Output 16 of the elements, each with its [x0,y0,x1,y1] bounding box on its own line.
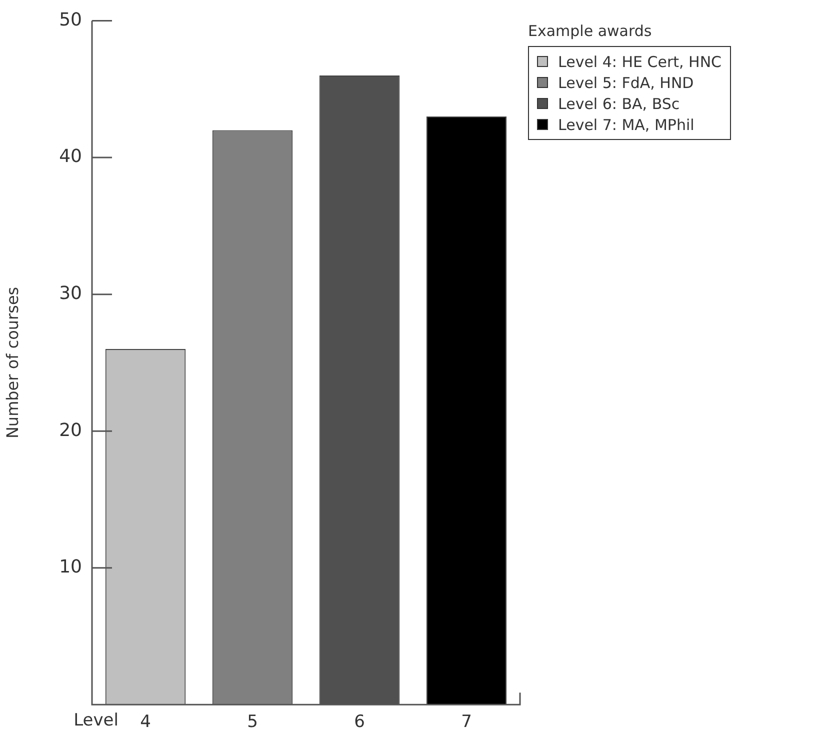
legend-label: Level 4: HE Cert, HNC [558,52,722,70]
x-tick-label: 6 [354,712,365,732]
y-axis-title: Number of courses [2,286,22,439]
y-tick-label: 30 [59,282,82,304]
x-tick-label: 5 [247,712,258,732]
y-tick-label: 40 [59,146,82,168]
x-axis-title: Level [74,710,118,731]
legend-label: Level 5: FdA, HND [558,74,694,92]
y-tick-label: 10 [59,556,82,578]
x-tick-label: 4 [140,712,151,732]
legend-title: Example awards [528,22,653,40]
x-tick-label: 7 [461,712,472,732]
legend-label: Level 7: MA, MPhil [558,116,694,134]
y-tick-label: 20 [59,420,82,441]
legend-label: Level 6: BA, BSc [558,94,680,112]
y-tick-label: 50 [59,9,82,30]
